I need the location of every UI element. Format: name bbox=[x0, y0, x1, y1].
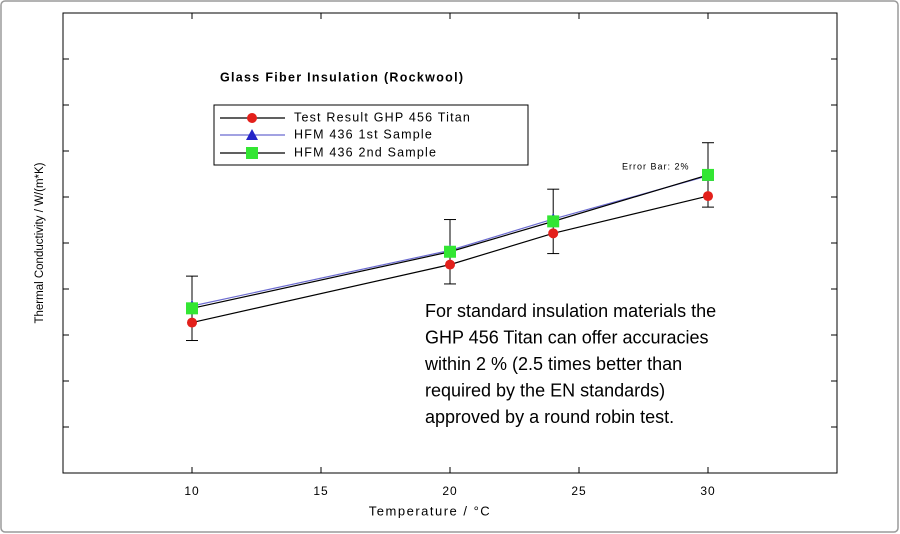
marker bbox=[547, 215, 560, 228]
chart-title: Glass Fiber Insulation (Rockwool) bbox=[220, 70, 464, 84]
marker bbox=[186, 302, 198, 315]
series-line bbox=[191, 175, 709, 307]
x-tick-label: 25 bbox=[571, 484, 586, 498]
annotation: within 2 % (2.5 times better than bbox=[424, 354, 682, 374]
marker bbox=[702, 168, 714, 181]
legend-label: Test Result GHP 456 Titan bbox=[294, 110, 471, 124]
annotation: approved by a round robin test. bbox=[425, 407, 674, 427]
x-tick-label: 20 bbox=[442, 484, 457, 498]
legend-marker bbox=[246, 147, 258, 159]
x-tick-label: 15 bbox=[313, 484, 328, 498]
marker bbox=[703, 191, 713, 202]
marker bbox=[187, 317, 197, 328]
x-tick-label: 30 bbox=[700, 484, 715, 498]
legend-label: HFM 436 2nd Sample bbox=[294, 145, 437, 159]
series-line bbox=[191, 195, 709, 324]
series-line bbox=[191, 174, 709, 309]
annotation: required by the EN standards) bbox=[425, 380, 665, 400]
y-axis-label: Thermal Conductivity / W/(m*K) bbox=[34, 162, 46, 323]
annotation: For standard insulation materials the bbox=[425, 301, 716, 321]
legend-marker bbox=[246, 129, 258, 140]
x-tick-label: 10 bbox=[184, 484, 199, 498]
legend-marker bbox=[247, 113, 257, 123]
x-axis-label: Temperature / °C bbox=[369, 503, 491, 518]
annotation: GHP 456 Titan can offer accuracies bbox=[425, 327, 709, 347]
error-bar-note: Error Bar: 2% bbox=[622, 161, 690, 171]
marker bbox=[445, 259, 455, 270]
marker bbox=[548, 228, 559, 239]
legend-label: HFM 436 1st Sample bbox=[294, 127, 433, 141]
marker bbox=[444, 245, 456, 258]
